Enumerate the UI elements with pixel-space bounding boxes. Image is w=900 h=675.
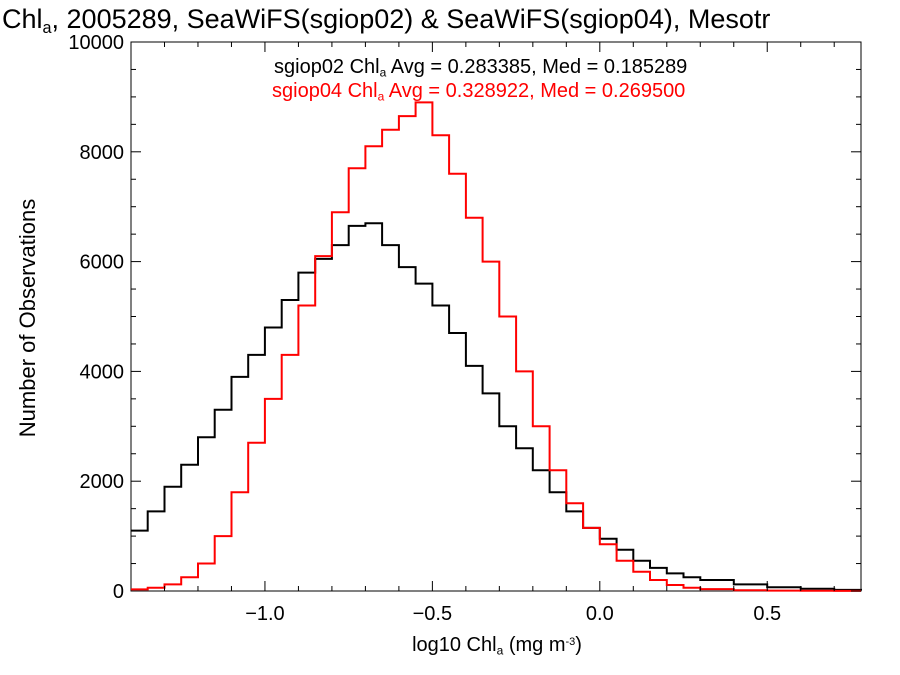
series-layer <box>131 101 862 592</box>
series-line-sgiop02 <box>131 222 862 591</box>
chart-title: Chla, 2005289, SeaWiFS(sgiop02) & SeaWiF… <box>2 4 771 37</box>
y-tick-label: 6000 <box>80 252 125 274</box>
y-tick-label: 10000 <box>68 32 124 54</box>
x-tick-label: −1.0 <box>245 603 284 625</box>
x-axis-label: log10 Chla (mg m-3) <box>412 634 582 658</box>
legend-entry-sgiop04: sgiop04 Chla Avg = 0.328922, Med = 0.269… <box>272 80 686 104</box>
y-tick-label: 4000 <box>80 361 125 383</box>
legend-entry-sgiop02: sgiop02 Chla Avg = 0.283385, Med = 0.185… <box>274 56 688 80</box>
x-tick-label: 0.0 <box>586 603 614 625</box>
x-tick-label: 0.5 <box>753 603 781 625</box>
y-tick-label: 8000 <box>80 142 125 164</box>
y-tick-label: 2000 <box>80 471 125 493</box>
x-tick-label: −0.5 <box>413 603 452 625</box>
y-tick-label: 0 <box>113 581 124 603</box>
tick-layer: −1.0 −0.5 0.0 0.5 0 2000 4000 6000 8000 10000 <box>68 32 861 625</box>
y-axis-label: Number of Observations <box>15 198 40 438</box>
series-line-sgiop04 <box>131 101 861 592</box>
plot-frame <box>130 41 862 592</box>
